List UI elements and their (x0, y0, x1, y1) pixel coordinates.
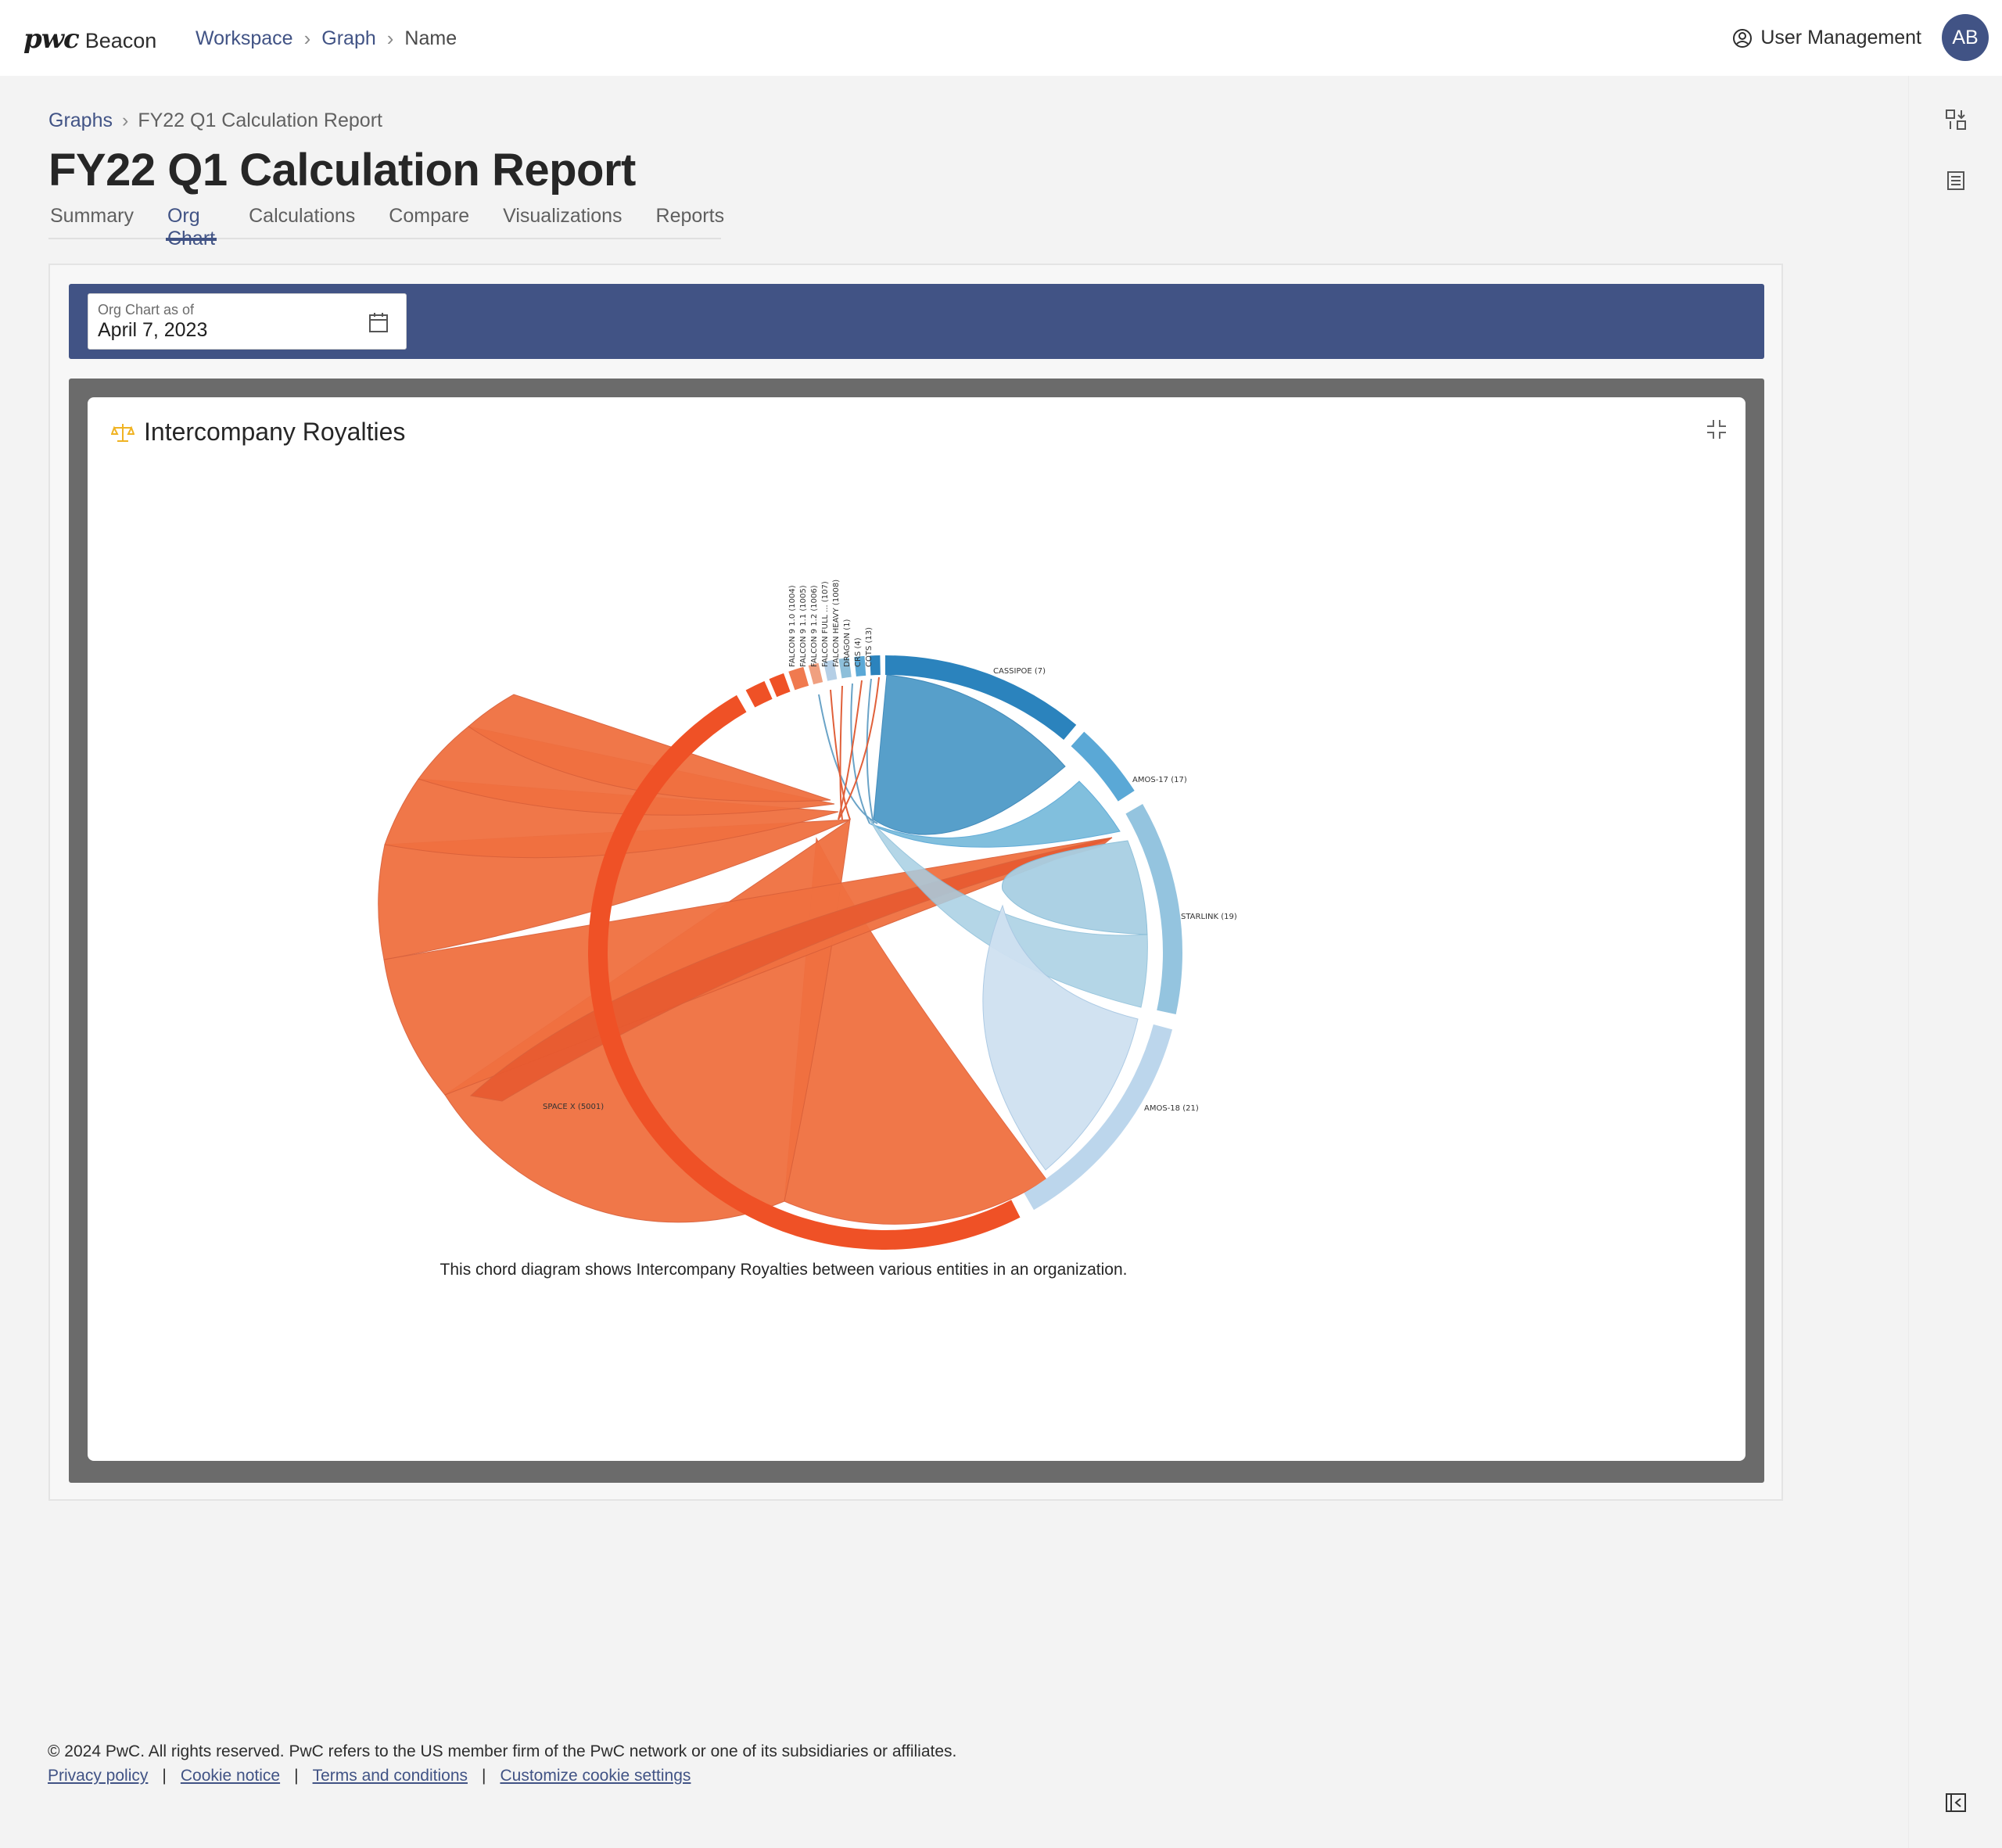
ribbon-thin (839, 685, 843, 820)
footer-divider: | (294, 1767, 299, 1785)
footer-links: Privacy policy | Cookie notice | Terms a… (48, 1767, 691, 1785)
page-breadcrumb-graphs[interactable]: Graphs (48, 109, 113, 131)
date-field-value: April 7, 2023 (98, 319, 208, 341)
footer-link-privacy[interactable]: Privacy policy (48, 1767, 149, 1785)
avatar[interactable]: AB (1942, 14, 1989, 61)
chord-group-labels: CASSIPOE (7) AMOS-17 (17) STARLINK (19) … (543, 580, 1237, 1113)
chevron-right-icon: › (303, 27, 311, 50)
chord-label-falcon-heavy: FALCON HEAVY (1008) (832, 580, 841, 667)
ribbon-thin (838, 676, 880, 820)
footer-link-cookie-settings[interactable]: Customize cookie settings (500, 1767, 691, 1785)
chord-label-amos17: AMOS-17 (17) (1132, 776, 1187, 784)
chord-label-cassipoe: CASSIPOE (7) (993, 667, 1046, 676)
ribbon-starlink (1001, 840, 1148, 935)
chord-group-arc[interactable] (885, 655, 1077, 741)
ribbon-cassipoe (873, 674, 1066, 835)
chord-label-dragon: DRAGON (1) (843, 619, 852, 667)
org-chart-date-picker[interactable]: Org Chart as of April 7, 2023 (88, 293, 407, 350)
chord-group-arc[interactable] (823, 659, 838, 681)
footer-copyright: © 2024 PwC. All rights reserved. PwC ref… (48, 1742, 957, 1760)
page-breadcrumb-current: FY22 Q1 Calculation Report (138, 109, 382, 131)
tab-summary[interactable]: Summary (50, 205, 134, 227)
chord-label-starlink: STARLINK (19) (1181, 913, 1237, 921)
ribbon-thin (850, 683, 870, 824)
chord-group-arc[interactable] (788, 666, 809, 691)
chord-ribbons (378, 674, 1148, 1225)
chord-group-arc[interactable] (838, 657, 852, 679)
chord-label-falcon-9-1-2: FALCON 9 1.2 (1006) (810, 585, 819, 667)
ribbon-spacex-topmost (468, 694, 831, 802)
header-breadcrumb-workspace[interactable]: Workspace (196, 27, 293, 49)
chord-group-arc[interactable] (1125, 804, 1182, 1015)
chord-label-cots: COTS (13) (865, 627, 874, 667)
chord-diagram: CASSIPOE (7) AMOS-17 (17) STARLINK (19) … (378, 580, 1237, 1251)
user-management-link[interactable]: User Management (1732, 27, 1921, 49)
page-title: FY22 Q1 Calculation Report (48, 145, 636, 196)
ribbon-amos18 (982, 904, 1139, 1171)
chart-caption-text: This chord diagram shows Intercompany Ro… (440, 1261, 1128, 1279)
tab-compare[interactable]: Compare (389, 205, 470, 227)
ribbon-thin (830, 689, 851, 820)
chord-group-arcs (587, 655, 1182, 1251)
chord-label-amos18: AMOS-18 (21) (1144, 1104, 1199, 1113)
chart-caption: This chord diagram shows Intercompany Ro… (88, 1261, 1745, 1279)
chart-title: Intercompany Royalties (144, 418, 406, 446)
tab-org-chart[interactable]: Org Chart (165, 202, 217, 249)
chevron-right-icon: › (386, 27, 394, 50)
chord-group-arc[interactable] (1071, 731, 1135, 802)
chord-group-arc[interactable] (769, 673, 791, 698)
page-breadcrumb: Graphs › FY22 Q1 Calculation Report (48, 109, 382, 132)
chord-group-arc[interactable] (1024, 1024, 1173, 1211)
ribbon-thin (838, 680, 863, 820)
header-breadcrumb: Workspace › Graph › Name (196, 27, 457, 51)
brand-name: Beacon (84, 29, 157, 52)
user-circle-icon (1733, 28, 1753, 48)
ribbon-thin (818, 694, 878, 824)
chord-label-falcon-full: FALCON FULL ... (107) (821, 581, 830, 667)
sort-panel-icon[interactable] (1943, 107, 1968, 132)
footer-divider: | (482, 1767, 486, 1785)
header-breadcrumb-graph[interactable]: Graph (321, 27, 376, 49)
list-icon[interactable] (1943, 168, 1968, 193)
footer-divider: | (162, 1767, 167, 1785)
header-breadcrumb-name: Name (404, 27, 457, 49)
ribbon-thin (866, 678, 874, 824)
footer-link-cookie-notice[interactable]: Cookie notice (180, 1767, 281, 1785)
modal-overlay: Intercompany Royalties (69, 379, 1764, 1483)
ribbon-starlink-amos18 (869, 819, 1148, 1008)
org-chart-panel: Org Chart as of April 7, 2023 Intercompa… (48, 264, 1783, 1501)
date-field-label: Org Chart as of (98, 302, 195, 318)
chord-group-arc[interactable] (854, 655, 866, 676)
calendar-icon[interactable] (368, 311, 389, 333)
chord-label-falcon-9-1-0: FALCON 9 1.0 (1004) (788, 585, 797, 667)
balance-scale-icon (111, 423, 135, 442)
user-management-label: User Management (1760, 27, 1921, 48)
chord-label-spacex: SPACE X (5001) (543, 1103, 604, 1111)
minimize-icon[interactable] (1705, 418, 1728, 441)
ribbon-amos17 (869, 780, 1121, 848)
top-header: pwc Beacon Workspace › Graph › Name User… (0, 0, 2002, 76)
chord-group-arc[interactable] (870, 655, 881, 676)
right-rail (1908, 76, 2002, 1848)
chevron-right-icon: › (121, 109, 129, 131)
brand-mark: pwc (23, 23, 80, 55)
chord-label-falcon-9-1-1: FALCON 9 1.1 (1005) (799, 585, 808, 667)
tab-visualizations[interactable]: Visualizations (503, 205, 622, 227)
footer-link-terms[interactable]: Terms and conditions (312, 1767, 468, 1785)
brand-logo[interactable]: pwc Beacon (23, 23, 156, 55)
org-chart-toolbar: Org Chart as of April 7, 2023 (69, 284, 1764, 359)
chord-group-arc[interactable] (745, 680, 773, 708)
chord-group-arc[interactable] (808, 662, 823, 685)
chart-card: Intercompany Royalties (88, 397, 1745, 1461)
tab-calculations[interactable]: Calculations (249, 205, 356, 227)
chord-label-crs: CRS (4) (854, 637, 863, 667)
tab-bar: Summary Org Chart Calculations Compare V… (48, 202, 724, 249)
collapse-panel-icon[interactable] (1943, 1790, 1968, 1815)
tab-reports[interactable]: Reports (655, 205, 725, 227)
chart-card-header: Intercompany Royalties (111, 418, 405, 447)
